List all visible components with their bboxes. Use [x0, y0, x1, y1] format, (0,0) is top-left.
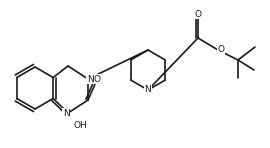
Text: OH: OH [73, 120, 87, 130]
Text: O: O [218, 45, 224, 53]
Text: N: N [63, 108, 69, 118]
Text: O: O [93, 74, 100, 83]
Text: O: O [194, 9, 201, 18]
Text: N: N [145, 85, 151, 94]
Text: N: N [87, 74, 93, 83]
